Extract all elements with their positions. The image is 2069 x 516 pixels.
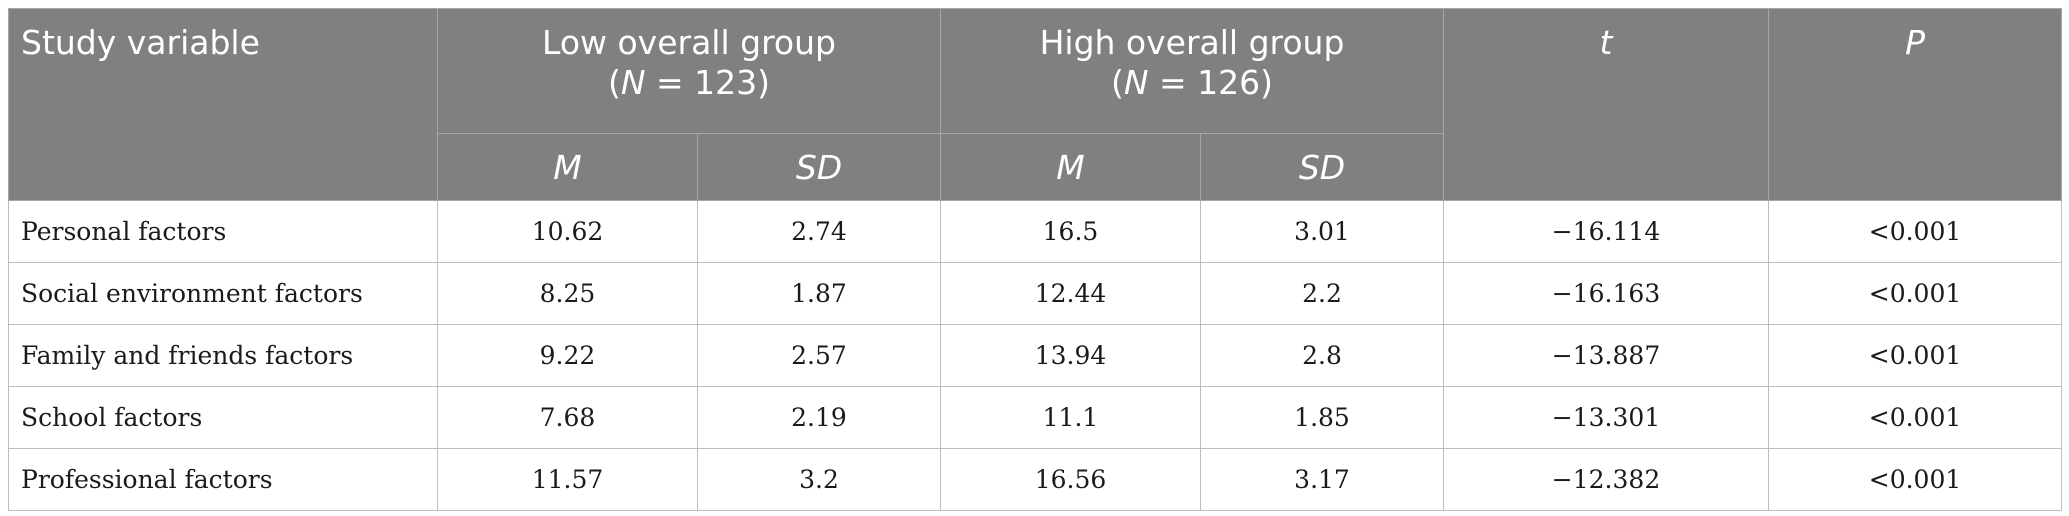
low-group-n-var: N [620,63,646,102]
table-header: Study variable Low overall group (N = 12… [8,8,2063,201]
cell-low-m: 8.25 [437,262,698,325]
cell-variable: Professional factors [8,448,438,511]
cell-p: <0.001 [1768,386,2063,449]
cell-p: <0.001 [1768,448,2063,511]
header-p: P [1768,8,2063,201]
header-low-group: Low overall group (N = 123) [437,8,941,134]
cell-p: <0.001 [1768,200,2063,263]
cell-variable: Family and friends factors [8,324,438,387]
cell-t: −16.163 [1443,262,1770,325]
high-group-n-var: N [1123,63,1149,102]
high-group-n-value: = 126) [1148,63,1274,102]
table-row: Family and friends factors 9.22 2.57 13.… [8,324,2063,387]
cell-variable: Social environment factors [8,262,438,325]
cell-t: −16.114 [1443,200,1770,263]
cell-low-m: 10.62 [437,200,698,263]
table-row: Personal factors 10.62 2.74 16.5 3.01 −1… [8,200,2063,263]
cell-low-m: 11.57 [437,448,698,511]
cell-high-m: 16.5 [940,200,1201,263]
high-group-n-prefix: ( [1110,63,1124,102]
cell-low-m: 7.68 [437,386,698,449]
table-row: Social environment factors 8.25 1.87 12.… [8,262,2063,325]
low-group-n-prefix: ( [607,63,621,102]
header-high-sd: SD [1199,133,1445,201]
low-group-label: Low overall group [542,23,836,62]
cell-high-m: 16.56 [940,448,1201,511]
cell-high-sd: 3.01 [1199,200,1445,263]
cell-t: −12.382 [1443,448,1770,511]
table-row: Professional factors 11.57 3.2 16.56 3.1… [8,448,2063,511]
header-t: t [1443,8,1770,201]
cell-t: −13.301 [1443,386,1770,449]
cell-low-sd: 2.57 [697,324,941,387]
header-high-group: High overall group (N = 126) [939,8,1445,134]
cell-high-m: 11.1 [940,386,1201,449]
cell-variable: School factors [8,386,438,449]
cell-t: −13.887 [1443,324,1770,387]
cell-low-sd: 2.19 [697,386,941,449]
cell-p: <0.001 [1768,324,2063,387]
cell-high-m: 12.44 [940,262,1201,325]
cell-variable: Personal factors [8,200,438,263]
header-low-m: M [437,133,698,201]
cell-p: <0.001 [1768,262,2063,325]
cell-low-m: 9.22 [437,324,698,387]
cell-high-m: 13.94 [940,324,1201,387]
table-body: Personal factors 10.62 2.74 16.5 3.01 −1… [8,200,2063,511]
header-low-sd: SD [697,133,941,201]
cell-high-sd: 1.85 [1199,386,1445,449]
cell-high-sd: 2.2 [1199,262,1445,325]
cell-high-sd: 3.17 [1199,448,1445,511]
cell-low-sd: 3.2 [697,448,941,511]
header-high-m: M [940,133,1201,201]
high-group-label: High overall group [1039,23,1345,62]
cell-high-sd: 2.8 [1199,324,1445,387]
cell-low-sd: 1.87 [697,262,941,325]
table-row: School factors 7.68 2.19 11.1 1.85 −13.3… [8,386,2063,449]
header-study-variable: Study variable [8,8,438,201]
low-group-n-value: = 123) [645,63,771,102]
cell-low-sd: 2.74 [697,200,941,263]
results-table: Study variable Low overall group (N = 12… [8,8,2063,511]
